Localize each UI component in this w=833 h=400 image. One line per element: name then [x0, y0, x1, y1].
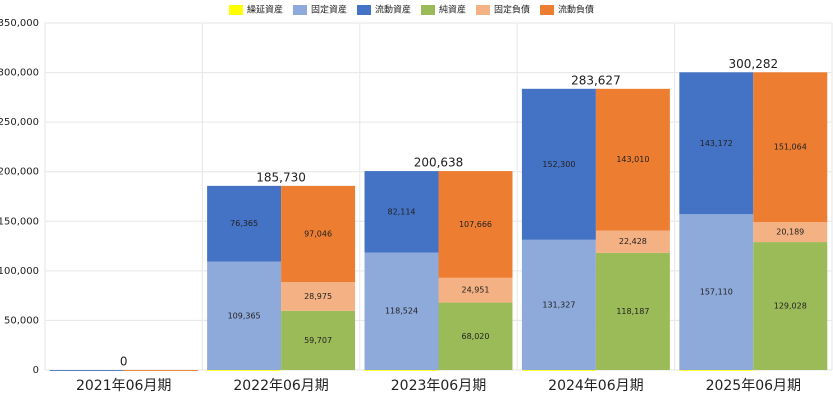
x-tick-label: 2024年06月期 — [548, 378, 643, 394]
x-tick-label: 2021年06月期 — [76, 378, 171, 394]
bar-segment — [123, 370, 198, 371]
bar-segment — [753, 72, 828, 223]
data-label: 68,020 — [461, 332, 489, 341]
y-tick-label: 200,000 — [0, 167, 39, 178]
data-label: 20,189 — [776, 228, 804, 237]
bar-segment — [281, 282, 356, 311]
data-label: 143,010 — [616, 155, 649, 164]
y-tick-label: 350,000 — [0, 18, 39, 29]
x-tick-label: 2023年06月期 — [391, 378, 486, 394]
data-label: 129,028 — [774, 302, 807, 311]
x-tick-label: 2025年06月期 — [706, 378, 801, 394]
bar-segment — [364, 370, 439, 371]
bar-segment — [595, 230, 670, 253]
y-tick-label: 0 — [33, 365, 39, 376]
legend-swatch — [476, 5, 491, 15]
legend-label: 流動資産 — [375, 4, 411, 16]
data-label: 97,046 — [304, 229, 332, 238]
bar-segment — [521, 88, 596, 240]
bar-segment — [364, 171, 439, 253]
bar-segment — [281, 185, 356, 283]
bar-segment — [679, 214, 754, 370]
bar-segment — [207, 370, 282, 371]
legend-swatch — [540, 5, 555, 15]
bar-segment — [595, 252, 670, 370]
y-tick-label: 300,000 — [0, 68, 39, 79]
bar-segment — [679, 72, 754, 215]
data-label: 76,365 — [230, 219, 258, 228]
legend-label: 固定負債 — [494, 4, 530, 16]
bar-segment — [679, 370, 754, 371]
legend-swatch — [292, 5, 307, 15]
legend-label: 流動負債 — [558, 4, 594, 16]
data-label: 143,172 — [700, 139, 733, 148]
total-label: 300,282 — [728, 57, 778, 71]
data-label: 152,300 — [542, 160, 575, 169]
total-label: 283,627 — [571, 73, 621, 87]
legend-label: 固定資産 — [311, 4, 347, 16]
data-label: 82,114 — [388, 207, 416, 216]
total-label: 0 — [120, 355, 128, 369]
legend-label: 繰延資産 — [247, 4, 283, 16]
bar-segment — [281, 310, 356, 370]
x-tick-label: 2022年06月期 — [233, 378, 328, 394]
y-tick-label: 100,000 — [0, 266, 39, 277]
bar-segment — [521, 239, 596, 370]
legend-swatch — [421, 5, 435, 15]
y-tick-label: 150,000 — [0, 216, 39, 227]
data-label: 157,110 — [700, 288, 733, 297]
data-label: 131,327 — [542, 300, 575, 309]
data-label: 118,187 — [616, 307, 649, 316]
bar-segment — [49, 370, 124, 371]
legend-swatch — [356, 5, 371, 15]
bar-segment — [207, 261, 282, 370]
y-tick-label: 250,000 — [0, 117, 39, 128]
bar-segment — [438, 302, 513, 370]
data-label: 22,428 — [619, 237, 647, 246]
data-label: 28,975 — [304, 292, 332, 301]
data-label: 109,365 — [228, 311, 261, 320]
bar-segment — [364, 252, 439, 370]
data-label: 59,707 — [304, 336, 332, 345]
data-label: 151,064 — [774, 143, 807, 152]
data-label: 107,666 — [459, 220, 492, 229]
total-label: 185,730 — [256, 170, 306, 184]
bar-segment — [753, 222, 828, 243]
data-label: 24,951 — [461, 286, 489, 295]
bar-segment — [207, 185, 282, 262]
bar-segment — [438, 171, 513, 278]
y-tick-label: 50,000 — [4, 315, 39, 326]
data-label: 118,524 — [385, 307, 418, 316]
total-label: 200,638 — [414, 156, 464, 170]
bar-segment — [438, 277, 513, 303]
legend-swatch — [228, 5, 243, 15]
bar-segment — [753, 242, 828, 370]
bar-segment — [595, 88, 670, 231]
legend-label: 純資産 — [439, 4, 466, 16]
bar-segment — [521, 370, 596, 371]
